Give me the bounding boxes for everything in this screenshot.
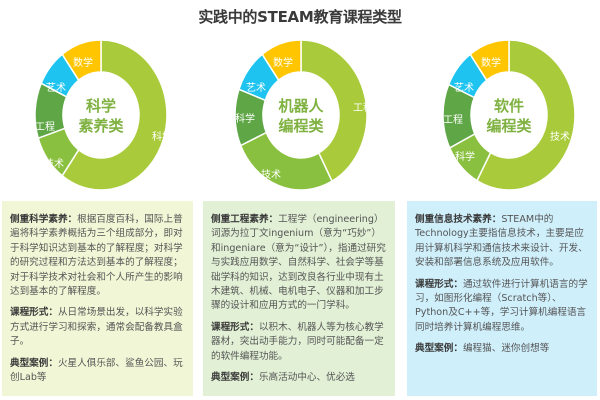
segment-engineering	[300, 39, 368, 183]
focus-paragraph: 侧重科学素养：根据百度百科，国际上普遍将科学素养概括为三个组成部分，即对于科学知…	[10, 213, 186, 299]
form-paragraph: 课程形式：从日常场景出发，以科学实验方式进行学习和探索，通常会配备教具盒子。	[10, 306, 186, 349]
page-title: 实践中的STEAM教育课程类型	[198, 8, 402, 26]
segment-technology	[239, 131, 333, 191]
case-text: 编程猫、迷你创想等	[462, 343, 550, 355]
focus-label: 侧重信息技术素养：	[415, 214, 502, 225]
donut-svg: 工程 技术 科学 艺术 数学 机器人 编程类	[234, 39, 373, 191]
focus-label: 侧重科学素养：	[10, 214, 78, 225]
segment-label-engineering: 工程	[35, 121, 55, 133]
panel-it-literacy: 侧重信息技术素养：STEAM中的Technology主要指信息技术，主要是应用计…	[407, 201, 597, 396]
form-label: 课程形式：	[415, 278, 463, 290]
form-paragraph: 课程形式：通过软件进行计算机语言的学习，如图形化编程（Scratch等）、Pyt…	[415, 278, 590, 336]
case-text: 火星人俱乐部、鲨鱼公园、玩创Lab等	[10, 357, 183, 384]
case-paragraph: 典型案例：乐高活动中心、优必选	[211, 371, 388, 385]
focus-text: 根据百度百科，国际上普遍将科学素养概括为三个组成部分，即对于科学知识达到基本的了…	[10, 214, 183, 298]
segment-math	[469, 39, 510, 82]
form-label: 课程形式：	[10, 307, 58, 319]
segment-label-technology: 技术	[44, 157, 64, 170]
panel-science-literacy: 侧重科学素养：根据百度百科，国际上普遍将科学素养概括为三个组成部分，即对于科学知…	[2, 201, 193, 396]
donut-center-line2: 素养类	[78, 117, 124, 135]
donut-chart-robot-programming: 工程 技术 科学 艺术 数学 机器人 编程类	[216, 36, 386, 196]
donut-center-line2: 编程类	[486, 117, 532, 135]
donut-center-line2: 编程类	[278, 117, 324, 135]
donut-chart-software-programming: 技术 科学 工程 艺术 数学 软件 编程类	[424, 36, 594, 196]
segment-math	[261, 39, 302, 82]
segment-label-math: 数学	[481, 56, 501, 69]
form-paragraph: 课程形式：以积木、机器人等为核心教学器材，突出动手能力，同时可能配备一定的软件编…	[211, 321, 388, 364]
donut-center-line1: 机器人	[278, 97, 324, 115]
focus-paragraph: 侧重信息技术素养：STEAM中的Technology主要指信息技术，主要是应用计…	[415, 213, 590, 271]
donut-center-line1: 科学	[86, 97, 116, 115]
segment-label-science: 科学	[235, 112, 255, 125]
case-paragraph: 典型案例：火星人俱乐部、鲨鱼公园、玩创Lab等	[10, 357, 186, 386]
donut-center-line1: 软件	[494, 97, 524, 115]
segment-label-art: 艺术	[46, 82, 66, 94]
focus-paragraph: 侧重工程素养：工程学（engineering）词源为拉丁文ingenium（意为…	[211, 213, 388, 314]
form-label: 课程形式：	[211, 321, 259, 333]
form-text: 从日常场景出发，以科学实验方式进行学习和探索，通常会配备教具盒子。	[10, 307, 183, 348]
donut-chart-science-literacy: 科学 技术 工程 艺术 数学 科学 素养类	[16, 36, 186, 196]
segment-label-technology: 技术	[550, 130, 570, 143]
segment-label-math: 数学	[273, 56, 293, 69]
donut-svg: 科学 技术 工程 艺术 数学 科学 素养类	[34, 39, 172, 191]
segment-technology	[476, 39, 576, 191]
segment-label-art: 艺术	[454, 82, 474, 94]
focus-label: 侧重工程素养：	[211, 214, 279, 225]
focus-text: 工程学（engineering）词源为拉丁文ingenium（意为“巧妙”）和i…	[211, 214, 386, 312]
segment-label-science: 科学	[455, 150, 475, 163]
case-label: 典型案例：	[211, 372, 259, 384]
case-label: 典型案例：	[10, 357, 58, 369]
segment-label-engineering: 工程	[353, 102, 373, 114]
segment-label-math: 数学	[73, 56, 93, 69]
segment-label-engineering: 工程	[443, 114, 463, 126]
segment-math	[61, 39, 102, 82]
segment-label-technology: 技术	[261, 168, 281, 181]
segment-label-science: 科学	[152, 130, 172, 143]
panel-engineering-literacy: 侧重工程素养：工程学（engineering）词源为拉丁文ingenium（意为…	[203, 201, 395, 396]
focus-text: STEAM中的Technology主要指信息技术，主要是应用计算机科学和通信技术…	[415, 214, 588, 269]
form-text: 以积木、机器人等为核心教学器材，突出动手能力，同时可能配备一定的软件编程功能。	[211, 321, 384, 362]
segment-label-art: 艺术	[246, 82, 266, 94]
form-text: 通过软件进行计算机语言的学习，如图形化编程（Scratch等）、Python及C…	[415, 278, 588, 333]
case-label: 典型案例：	[415, 343, 463, 355]
case-paragraph: 典型案例：编程猫、迷你创想等	[415, 342, 590, 356]
donut-svg: 技术 科学 工程 艺术 数学 软件 编程类	[442, 39, 576, 191]
segment-science	[61, 39, 168, 191]
case-text: 乐高活动中心、优必选	[258, 372, 355, 384]
